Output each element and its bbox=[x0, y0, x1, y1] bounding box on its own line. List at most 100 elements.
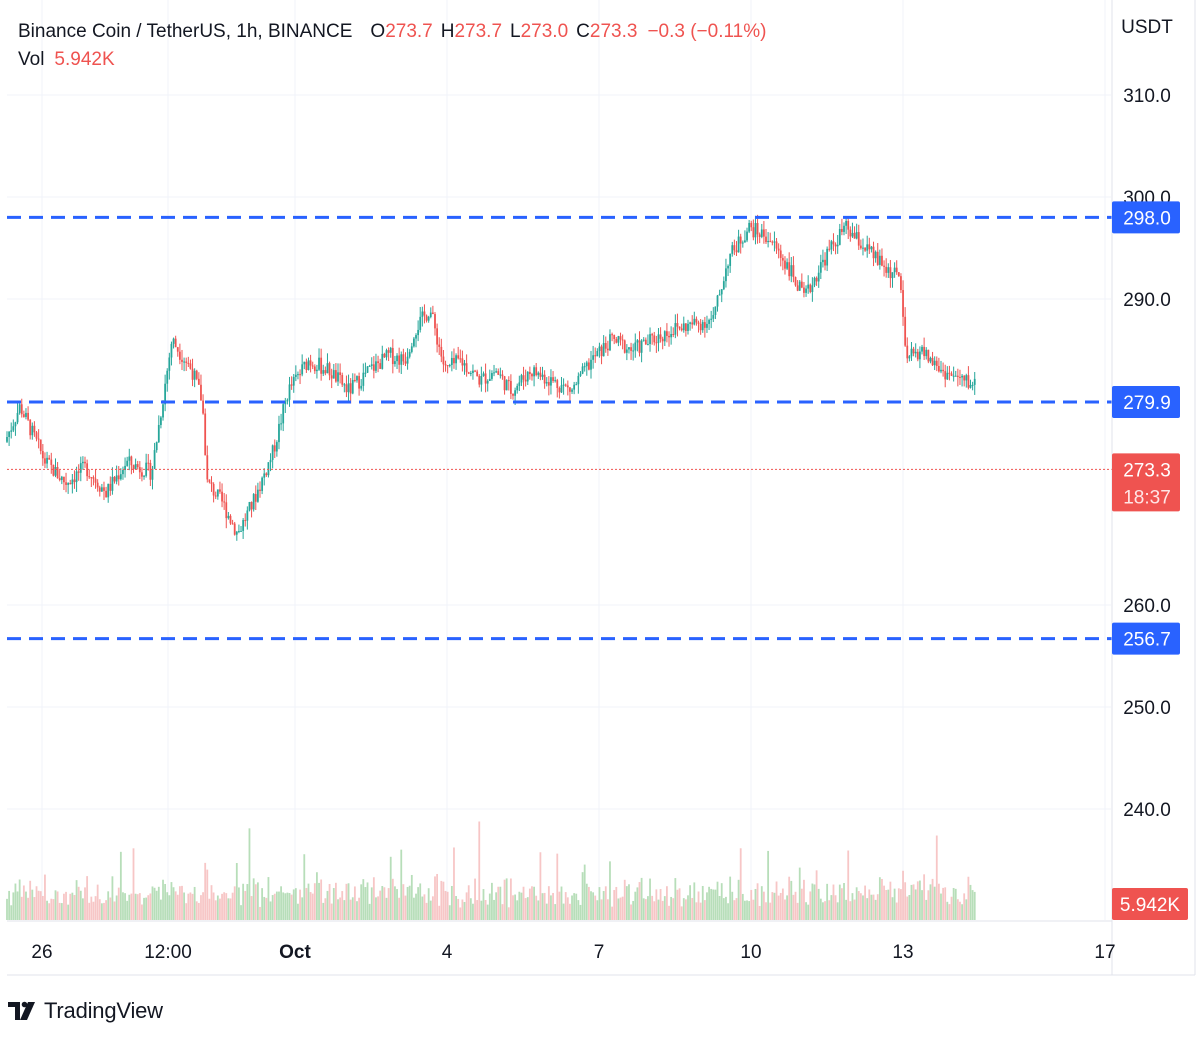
tradingview-brand: TradingView bbox=[44, 998, 163, 1023]
candle-body bbox=[684, 323, 687, 331]
candle-body bbox=[476, 371, 479, 377]
y-tick-label: 290.0 bbox=[1123, 290, 1171, 311]
volume-bar bbox=[254, 884, 257, 920]
volume-bar bbox=[868, 889, 871, 920]
candle-body bbox=[889, 267, 892, 279]
volume-bar bbox=[912, 884, 915, 920]
candle-body bbox=[912, 348, 915, 354]
candle-body bbox=[484, 373, 487, 384]
volume-bar bbox=[162, 879, 164, 920]
candle-body bbox=[400, 354, 403, 365]
volume-bar bbox=[20, 896, 23, 920]
candle-body bbox=[358, 376, 360, 389]
candle-body bbox=[35, 432, 38, 439]
volume-bar bbox=[598, 887, 601, 920]
candle-body bbox=[859, 245, 862, 249]
volume-bar bbox=[18, 879, 21, 920]
candle-body bbox=[910, 348, 913, 357]
candle-body bbox=[368, 365, 371, 367]
candle-body bbox=[421, 311, 424, 317]
volume-bar bbox=[212, 892, 215, 920]
volume-bar bbox=[606, 899, 609, 920]
volume-bar bbox=[246, 884, 249, 920]
candle-body bbox=[501, 374, 504, 377]
volume-bar bbox=[857, 891, 860, 920]
candle-body bbox=[8, 431, 11, 437]
candle-body bbox=[693, 318, 696, 325]
candle-body bbox=[170, 343, 173, 358]
candle-body bbox=[895, 267, 898, 273]
candle-body bbox=[290, 384, 293, 386]
volume-bar bbox=[849, 901, 852, 920]
volume-bar bbox=[817, 888, 820, 920]
candle-body bbox=[621, 339, 624, 341]
volume-bar bbox=[813, 884, 816, 920]
volume-bar bbox=[706, 892, 708, 920]
candle-body bbox=[164, 383, 167, 405]
symbol-title[interactable]: Binance Coin / TetherUS, 1h, BINANCE bbox=[18, 21, 353, 42]
volume-bar bbox=[282, 892, 285, 920]
volume-bar bbox=[341, 891, 344, 920]
volume-bar bbox=[594, 895, 597, 920]
y-tick-label: 310.0 bbox=[1123, 86, 1171, 107]
x-tick-label: 4 bbox=[442, 942, 453, 963]
volume-bar bbox=[337, 899, 339, 920]
volume-bar bbox=[822, 902, 824, 920]
candle-body bbox=[448, 365, 451, 367]
candle-body bbox=[720, 289, 723, 295]
candle-body bbox=[126, 460, 129, 466]
candle-body bbox=[790, 265, 793, 277]
candle-body bbox=[391, 347, 394, 365]
volume-bar bbox=[919, 880, 921, 920]
candle-body bbox=[545, 382, 548, 384]
volume-bar bbox=[790, 880, 793, 920]
volume-bar bbox=[256, 882, 259, 920]
volume-bar bbox=[535, 895, 538, 920]
candle-body bbox=[221, 491, 223, 502]
volume-bar bbox=[149, 893, 152, 920]
volume-bar bbox=[484, 900, 487, 920]
candle-body bbox=[809, 284, 812, 293]
time-axis[interactable]: 26 12:00 Oct 4 7 10 13 17 bbox=[31, 942, 1115, 963]
candle-body bbox=[644, 339, 647, 345]
volume-bar bbox=[408, 885, 411, 920]
high-value: 273.7 bbox=[454, 21, 503, 42]
candle-body bbox=[469, 372, 472, 374]
level-badge bbox=[1112, 386, 1180, 419]
candle-body bbox=[455, 355, 457, 364]
candle-body bbox=[107, 483, 110, 498]
candle-body bbox=[552, 377, 554, 381]
candle-body bbox=[25, 412, 27, 417]
volume-bar bbox=[904, 882, 907, 920]
volume-bar bbox=[31, 889, 34, 920]
volume-bar bbox=[195, 901, 198, 920]
volume-bar bbox=[714, 889, 717, 920]
candle-body bbox=[208, 479, 211, 483]
volume-bar bbox=[37, 890, 40, 920]
candle-body bbox=[499, 374, 502, 376]
tradingview-footer[interactable]: TradingView bbox=[8, 998, 163, 1024]
volume-bar bbox=[644, 899, 647, 920]
candle-body bbox=[299, 374, 301, 376]
candle-body bbox=[383, 353, 386, 358]
candle-body bbox=[149, 462, 152, 480]
candle-body bbox=[178, 351, 181, 360]
candle-body bbox=[611, 334, 613, 336]
candle-body bbox=[891, 272, 894, 279]
volume-bar bbox=[937, 883, 940, 920]
volume-bar bbox=[472, 903, 474, 920]
volume-bar bbox=[760, 886, 763, 920]
volume-bar bbox=[935, 835, 938, 920]
candle-body bbox=[22, 414, 25, 417]
candle-body bbox=[701, 322, 704, 331]
volume-bar bbox=[429, 900, 432, 920]
volume-bar bbox=[6, 898, 8, 920]
candle-body bbox=[902, 290, 904, 317]
candle-body bbox=[581, 366, 584, 374]
candle-body bbox=[347, 383, 350, 393]
horizontal-levels[interactable] bbox=[7, 215, 1112, 641]
volume-bar bbox=[134, 893, 137, 920]
volume-bar bbox=[153, 887, 156, 920]
